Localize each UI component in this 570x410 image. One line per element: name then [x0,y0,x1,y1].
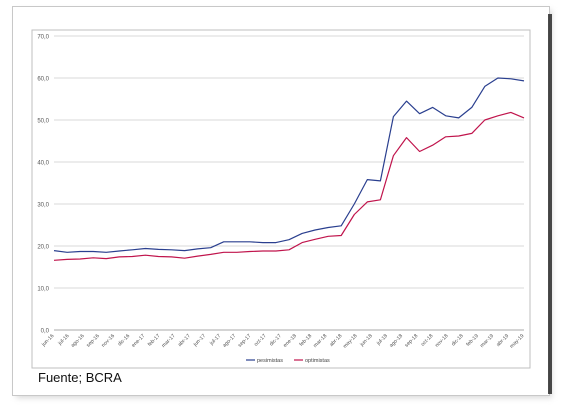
document-page [12,6,550,396]
x-tick-label: ene-17 [131,333,147,349]
x-tick-label: nov-16 [101,333,117,349]
y-axis-ticks: 0,0 10,0 20,0 30,0 40,0 50,0 60,0 70,0 [37,35,49,335]
x-tick-label: may-19 [509,333,526,350]
x-tick-label: sep-17 [237,333,253,349]
y-tick-label: 10,0 [37,287,49,293]
series-line-pesimistas [53,77,525,253]
x-tick-label: ago-17 [222,333,238,349]
x-tick-label: dic-16 [117,333,131,347]
x-tick-label: ago-18 [388,333,404,349]
x-tick-label: jul-17 [208,333,222,347]
x-tick-label: jun-16 [40,333,55,348]
x-axis-ticks: jun-16 jul-16 ago-16 sep-16 nov-16 dic-16 ene-… [40,329,526,350]
x-tick-label: sep-16 [85,333,101,349]
y-tick-label: 50,0 [37,119,49,125]
x-tick-label: oct-17 [253,333,268,348]
x-tick-label: dic-17 [269,333,283,347]
x-tick-label: oct-18 [420,333,435,348]
x-tick-label: abr-17 [177,333,192,348]
x-tick-label: ago-16 [70,333,86,349]
x-tick-label: nov-18 [434,333,450,349]
x-tick-label: feb-19 [465,333,480,348]
page-edge [548,14,552,394]
x-tick-label: may-18 [342,333,359,350]
source-note: Fuente; BCRA [38,370,122,385]
x-tick-label: sep-18 [404,333,420,349]
x-tick-label: mar-19 [479,333,495,349]
x-tick-label: jul-16 [57,333,71,347]
chart-gridlines [54,35,524,331]
chart-series [53,77,525,261]
x-tick-label: mar-18 [312,333,328,349]
y-tick-label: 30,0 [37,203,49,209]
y-tick-label: 0,0 [41,329,50,335]
y-tick-label: 40,0 [37,161,49,167]
legend-label-optimistas: optimistas [305,358,330,364]
x-tick-label: jul-18 [375,333,389,347]
series-line-optimistas [53,111,525,261]
x-tick-label: feb-17 [147,333,162,348]
y-tick-label: 60,0 [37,77,49,83]
chart-legend: pesimistas optimistas [246,358,330,364]
legend-label-pesimistas: pesimistas [257,358,283,364]
x-tick-label: jun-17 [192,333,207,348]
x-tick-label: jun-18 [359,333,374,348]
chart-area-border [31,29,531,369]
x-tick-label: dic-18 [451,333,465,347]
x-tick-label: ene-18 [282,333,298,349]
y-tick-label: 20,0 [37,245,49,251]
y-tick-label: 70,0 [37,35,49,41]
x-tick-label: feb-18 [299,333,314,348]
x-tick-label: mar-17 [161,333,177,349]
